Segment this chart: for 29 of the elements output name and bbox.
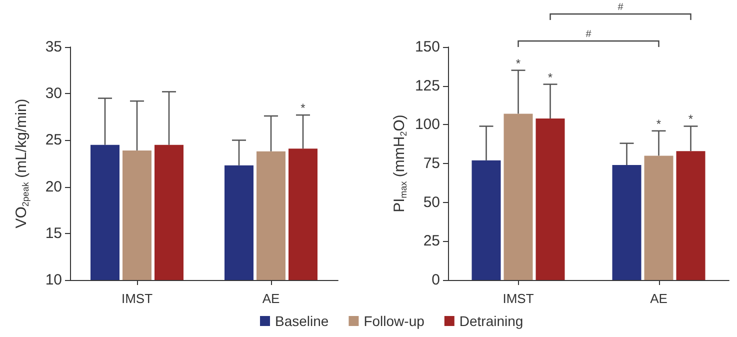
legend-label: Detraining	[459, 313, 524, 329]
text: #	[586, 29, 592, 40]
x-tick-label: AE	[262, 291, 280, 306]
annotation: *	[300, 101, 306, 116]
y-axis-title: VO2peak (mL/kg/min)	[13, 98, 30, 228]
y-tick-label: 75	[423, 155, 440, 172]
annotation: *	[548, 70, 553, 84]
y-tick-label: 30	[45, 85, 62, 102]
legend-label: Baseline	[275, 313, 329, 329]
y-tick-label: 20	[45, 178, 62, 196]
y-tick-label: 15	[45, 224, 62, 242]
y-tick-label: 150	[414, 38, 440, 56]
text: #	[618, 2, 624, 13]
y-tick-label: 10	[45, 272, 62, 288]
x-tick-label: IMST	[502, 291, 534, 306]
annotation: *	[516, 56, 521, 70]
y-tick-label: 100	[414, 116, 440, 134]
legend-label: Follow-up	[364, 313, 425, 329]
y-tick-label: 35	[45, 38, 62, 56]
y-tick-label: 25	[45, 132, 62, 149]
y-axis-title: PImax (mmH2O)	[391, 114, 408, 212]
y-tick-label: 0	[432, 272, 440, 288]
annotation: *	[688, 112, 694, 126]
x-tick-label: AE	[650, 291, 668, 306]
y-tick-label: 125	[414, 77, 440, 94]
y-tick-label: 50	[423, 194, 440, 211]
annotation: *	[656, 116, 662, 131]
x-tick-label: IMST	[121, 291, 153, 306]
y-tick-label: 25	[423, 232, 440, 250]
